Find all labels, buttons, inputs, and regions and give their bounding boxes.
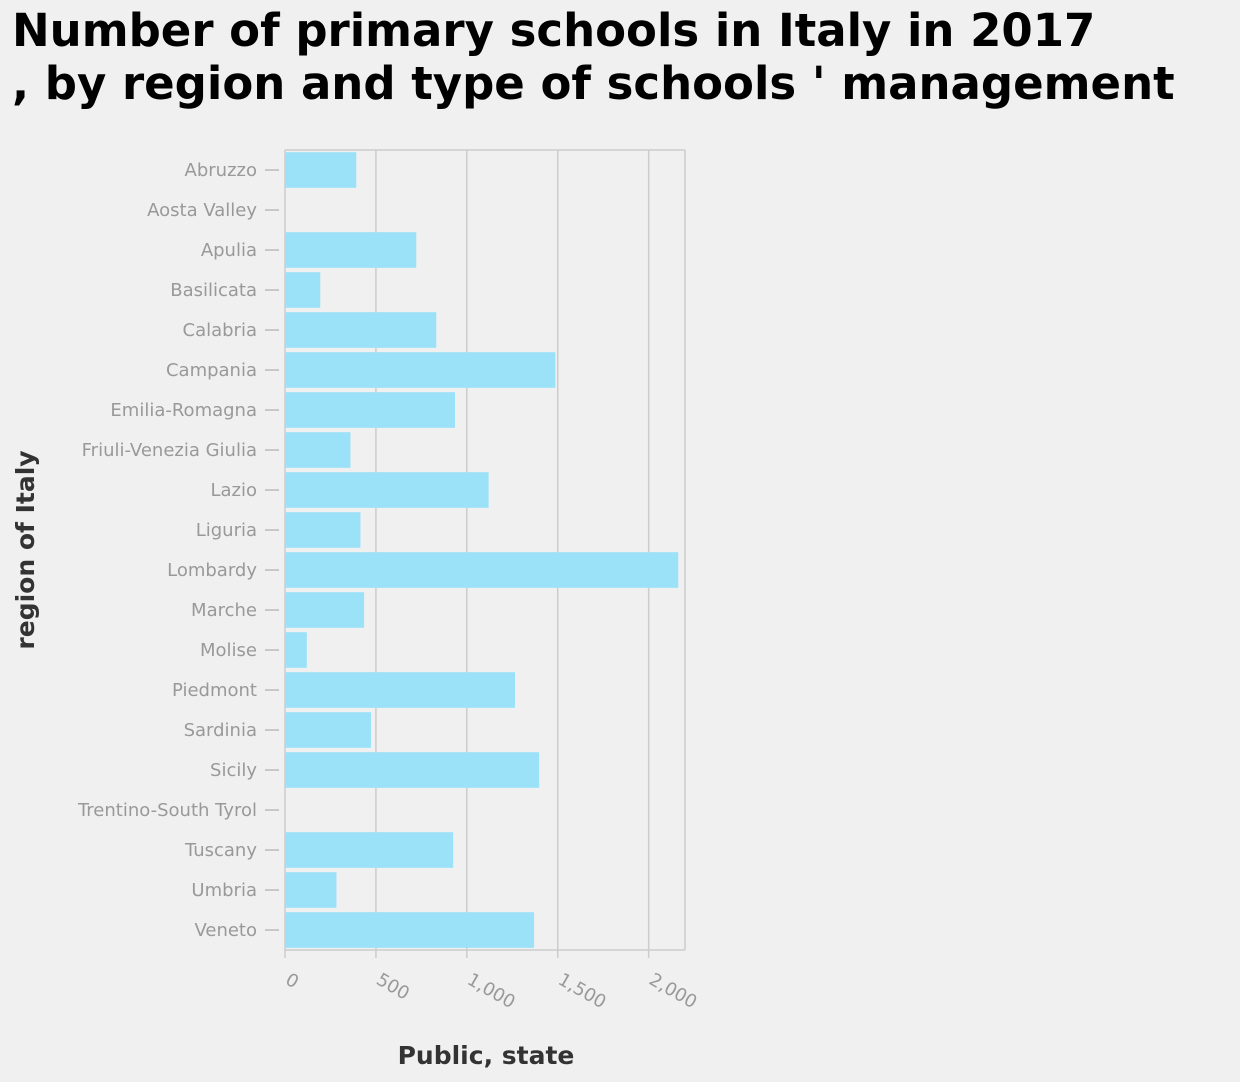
y-tick-label: Umbria (191, 880, 257, 901)
y-tick-label: Friuli-Venezia Giulia (82, 440, 257, 461)
x-tick-label: 1,000 (464, 969, 519, 1013)
y-tick-label: Piedmont (172, 680, 257, 701)
y-tick-label: Liguria (196, 520, 257, 541)
y-tick-label: Aosta Valley (147, 200, 257, 221)
bar (285, 872, 337, 908)
y-tick-label: Trentino-South Tyrol (77, 800, 257, 821)
bar (285, 592, 365, 628)
bar (285, 472, 489, 508)
bars (285, 152, 679, 948)
bar (285, 632, 307, 668)
x-tick-label: 0 (282, 969, 302, 993)
y-tick-label: Apulia (201, 240, 257, 261)
y-tick-label: Campania (166, 360, 257, 381)
x-axis-ticks: 0 500 1,000 1,500 2,000 (282, 969, 701, 1013)
y-tick-label: Veneto (194, 920, 257, 941)
y-tick-label: Marche (191, 600, 257, 621)
bar (285, 352, 556, 388)
bar (285, 552, 679, 588)
chart-title: Number of primary schools in Italy in 20… (12, 4, 1175, 110)
y-axis-title: region of Italy (11, 450, 40, 649)
bar (285, 152, 357, 188)
bar (285, 432, 351, 468)
y-tick-label: Sicily (210, 760, 257, 781)
x-tick-label: 500 (373, 969, 413, 1004)
y-tick-label: Molise (200, 640, 257, 661)
y-tick-label: Abruzzo (185, 160, 257, 181)
y-tick-label: Basilicata (170, 280, 257, 301)
y-tick-label: Calabria (183, 320, 258, 341)
bar (285, 392, 455, 428)
y-tick-label: Lombardy (167, 560, 257, 581)
bar (285, 512, 361, 548)
bar (285, 832, 454, 868)
bar (285, 712, 371, 748)
bar (285, 672, 515, 708)
y-axis-ticks: Abruzzo Aosta Valley Apulia Basilicata Calab… (77, 160, 279, 941)
x-tick-label: 1,500 (554, 969, 609, 1013)
bar (285, 752, 540, 788)
y-tick-label: Tuscany (184, 840, 257, 861)
x-tick-label: 2,000 (645, 969, 700, 1013)
y-tick-label: Emilia-Romagna (110, 400, 257, 421)
bar (285, 312, 437, 348)
bar (285, 912, 535, 948)
y-tick-label: Sardinia (184, 720, 257, 741)
y-tick-label: Lazio (210, 480, 257, 501)
bar (285, 272, 321, 308)
x-axis-title: Public, state (398, 1041, 575, 1070)
bar (285, 232, 417, 268)
